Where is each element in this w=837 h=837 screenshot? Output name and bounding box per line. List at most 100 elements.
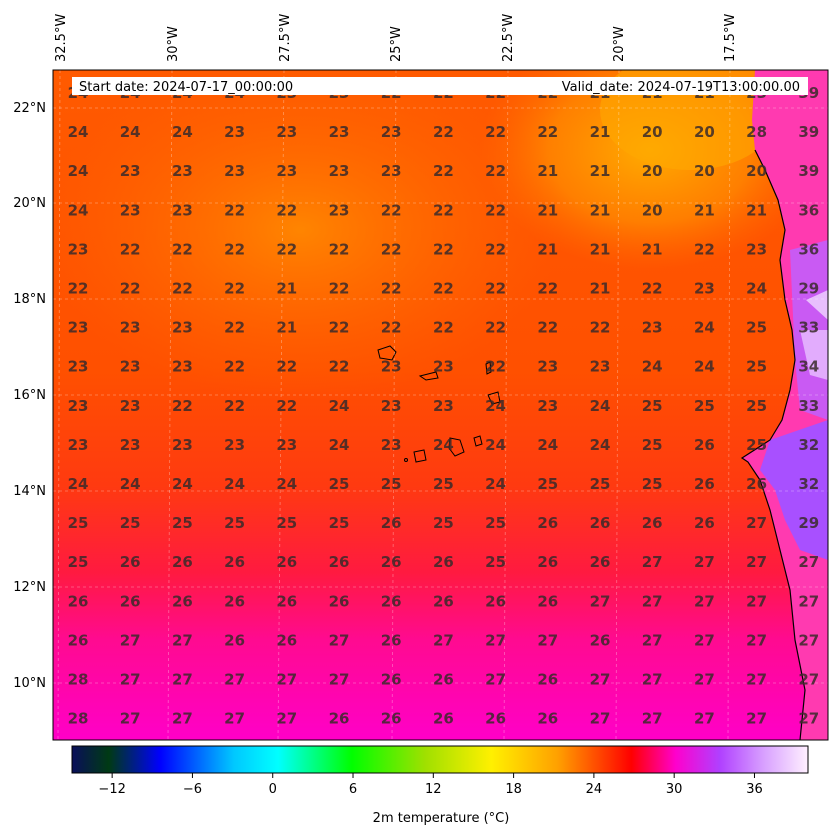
grid-value: 24 (485, 436, 506, 454)
grid-value: 22 (537, 319, 558, 337)
grid-value: 23 (68, 319, 89, 337)
grid-value: 23 (329, 201, 350, 219)
grid-value: 26 (68, 631, 89, 649)
grid-value: 27 (485, 671, 506, 689)
grid-value: 32 (798, 436, 819, 454)
grid-value: 34 (798, 358, 819, 376)
grid-value: 22 (120, 280, 141, 298)
grid-value: 27 (642, 592, 663, 610)
grid-value: 21 (642, 240, 663, 258)
grid-value: 26 (381, 553, 402, 571)
grid-value: 22 (433, 319, 454, 337)
lat-tick-label: 22°N (13, 101, 46, 116)
grid-value: 22 (329, 358, 350, 376)
grid-value: 26 (329, 710, 350, 728)
grid-value: 22 (381, 240, 402, 258)
grid-value: 25 (381, 475, 402, 493)
grid-value: 22 (329, 280, 350, 298)
grid-value: 25 (329, 475, 350, 493)
grid-value: 27 (746, 553, 767, 571)
grid-value: 25 (642, 475, 663, 493)
grid-value: 26 (537, 592, 558, 610)
grid-value: 22 (68, 280, 89, 298)
grid-value: 22 (224, 280, 245, 298)
grid-value: 22 (120, 240, 141, 258)
grid-value: 26 (537, 553, 558, 571)
grid-value: 21 (276, 280, 297, 298)
grid-value: 22 (172, 397, 193, 415)
grid-value: 23 (276, 162, 297, 180)
grid-value: 27 (590, 592, 611, 610)
grid-value: 26 (433, 553, 454, 571)
grid-value: 26 (120, 553, 141, 571)
grid-value: 27 (485, 631, 506, 649)
grid-value: 22 (590, 319, 611, 337)
lat-tick-label: 20°N (13, 196, 46, 211)
grid-value: 27 (798, 631, 819, 649)
grid-value: 22 (485, 201, 506, 219)
lon-tick-label: 20°W (612, 26, 627, 62)
grid-value: 21 (590, 280, 611, 298)
grid-value: 23 (381, 162, 402, 180)
lat-tick-label: 10°N (13, 676, 46, 691)
grid-value: 24 (485, 475, 506, 493)
grid-value: 26 (172, 553, 193, 571)
lon-tick-label: 27.5°W (278, 14, 293, 62)
lat-tick-label: 16°N (13, 388, 46, 403)
grid-value: 23 (537, 358, 558, 376)
grid-value: 22 (537, 123, 558, 141)
grid-value: 25 (590, 475, 611, 493)
lon-tick-label: 32.5°W (54, 14, 69, 62)
grid-value: 20 (694, 123, 715, 141)
grid-value: 23 (120, 397, 141, 415)
grid-value: 26 (276, 553, 297, 571)
grid-value: 27 (537, 631, 558, 649)
grid-value: 20 (746, 162, 767, 180)
grid-value: 24 (433, 436, 454, 454)
grid-value: 20 (694, 162, 715, 180)
grid-value: 32 (798, 475, 819, 493)
grid-value: 24 (68, 123, 89, 141)
grid-value: 26 (485, 710, 506, 728)
temperature-field: 24 24 24 24 23 23 22 22 22 22 21 21 21 23 39 24 24 24 23 23… (53, 70, 828, 740)
grid-value: 26 (694, 475, 715, 493)
grid-value: 27 (746, 631, 767, 649)
valid-date-label: Valid_date: 2024-07-19T13:00:00.00 (562, 80, 800, 95)
grid-value: 27 (798, 592, 819, 610)
grid-value: 26 (224, 553, 245, 571)
grid-value: 24 (642, 358, 663, 376)
colorbar-tick-label: −6 (183, 782, 202, 797)
grid-value: 28 (68, 671, 89, 689)
grid-value: 27 (120, 671, 141, 689)
grid-value: 22 (485, 319, 506, 337)
grid-value: 26 (694, 514, 715, 532)
grid-value: 24 (172, 123, 193, 141)
grid-value: 24 (224, 475, 245, 493)
colorbar (71, 745, 809, 774)
grid-value: 23 (224, 162, 245, 180)
grid-value: 27 (224, 671, 245, 689)
grid-value: 24 (68, 162, 89, 180)
grid-value: 27 (120, 710, 141, 728)
grid-value: 22 (276, 240, 297, 258)
grid-value: 22 (381, 319, 402, 337)
grid-value: 24 (68, 475, 89, 493)
grid-value: 23 (433, 358, 454, 376)
lat-tick-label: 18°N (13, 292, 46, 307)
grid-value: 22 (276, 201, 297, 219)
grid-value: 27 (120, 631, 141, 649)
colorbar-tick-label: 36 (746, 782, 763, 797)
grid-value: 27 (694, 592, 715, 610)
grid-value: 27 (746, 710, 767, 728)
grid-value: 25 (746, 358, 767, 376)
lat-tick-label: 12°N (13, 580, 46, 595)
grid-value: 22 (485, 123, 506, 141)
grid-value: 25 (68, 514, 89, 532)
lon-tick-label: 30°W (166, 26, 181, 62)
grid-value: 21 (590, 240, 611, 258)
grid-value: 26 (433, 710, 454, 728)
grid-value: 22 (485, 280, 506, 298)
grid-value: 25 (433, 514, 454, 532)
grid-value: 26 (329, 553, 350, 571)
